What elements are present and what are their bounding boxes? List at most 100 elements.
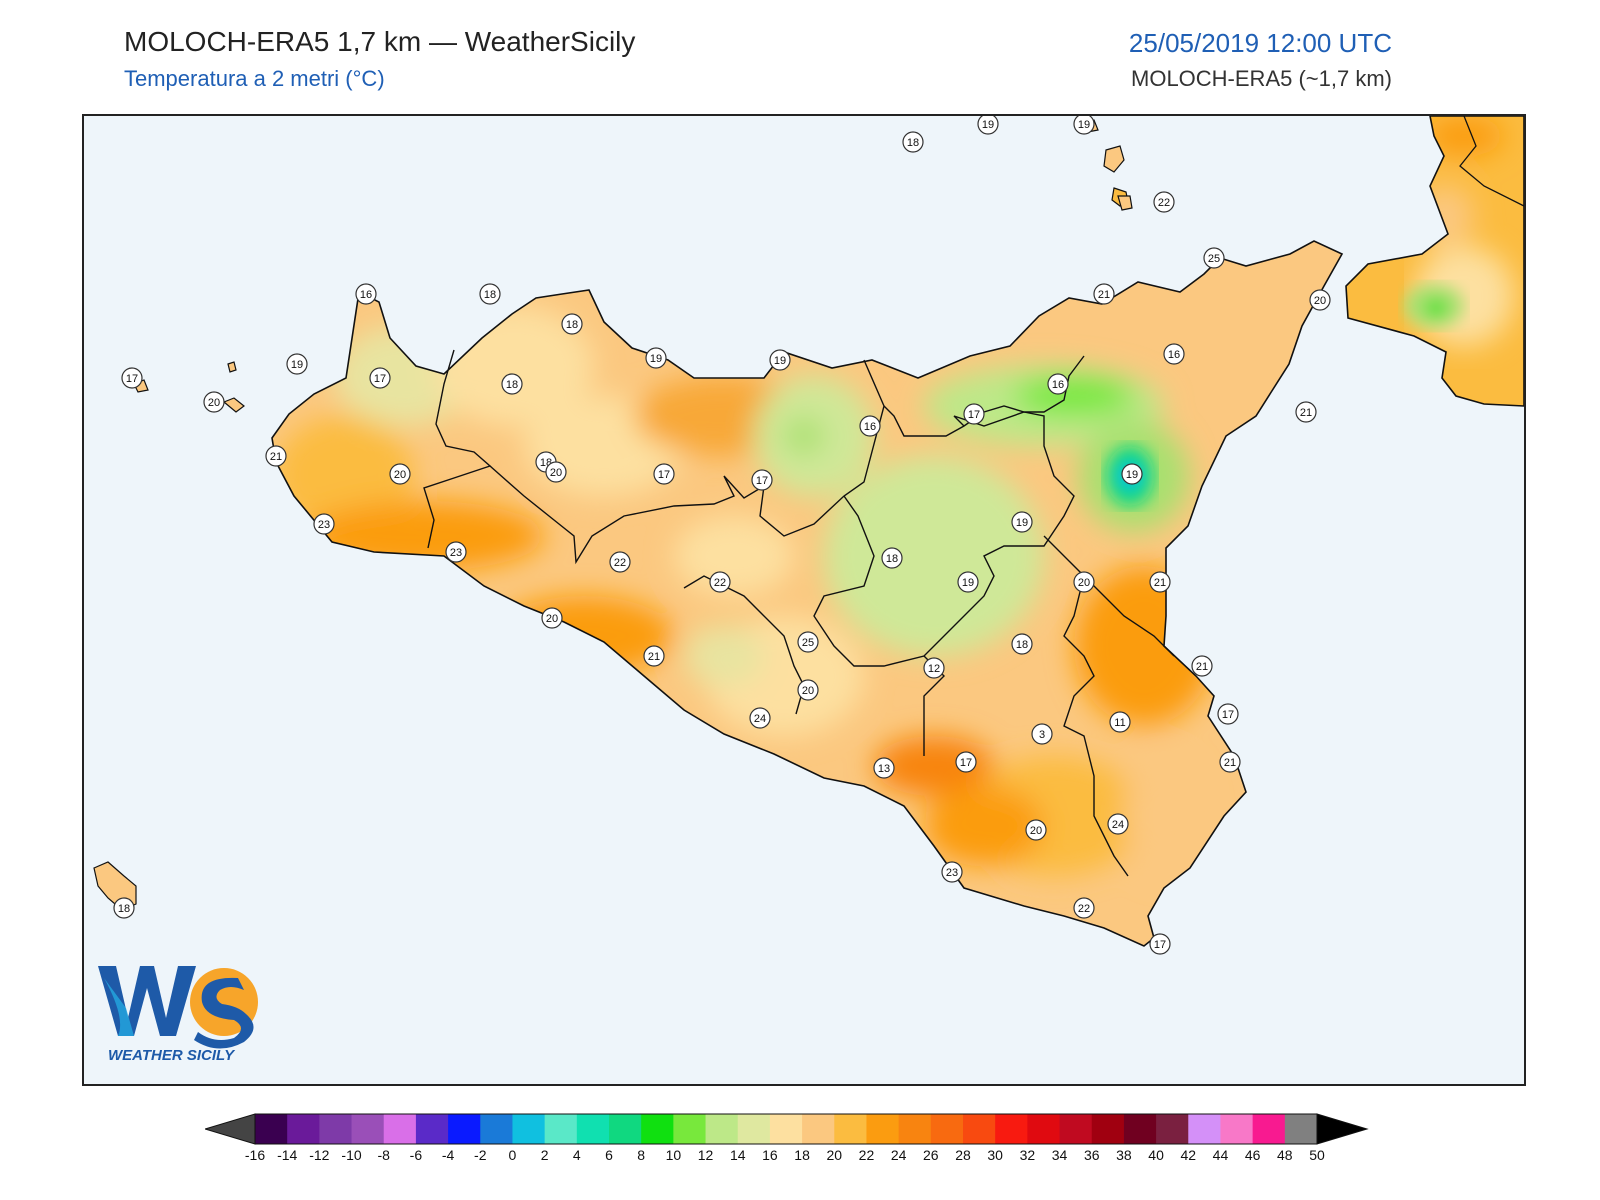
station-temperature-label: 17 [1154,939,1166,951]
station-marker [709,571,731,593]
temperature-colorbar: -16 -14 -12 -10 -8 -6 -4 -2 0 2 4 6 8 10 12 14 16 18 20 22 2… [205,1113,1369,1163]
colorbar-tick-label: 14 [730,1147,746,1163]
station-temperature-label: 17 [960,757,972,769]
station-temperature-label: 22 [614,557,626,569]
colorbar-cell [383,1114,417,1144]
colorbar-cell [737,1114,771,1144]
colorbar-high-extension [1316,1113,1369,1145]
colorbar-tick-label: 24 [891,1147,907,1163]
station-temperature-label: 19 [291,359,303,371]
station-marker [1073,116,1095,135]
colorbar-cell [544,1114,578,1144]
station-marker [1011,511,1033,533]
station-temperature-label: 23 [318,519,330,531]
station-marker [1011,633,1033,655]
colorbar-cell [1252,1114,1286,1144]
station-marker [653,463,675,485]
station-temperature-label: 17 [658,469,670,481]
station-temperature-label: 20 [550,467,562,479]
station-marker [645,347,667,369]
station-temperature-label: 19 [774,355,786,367]
station-temperature-label: 25 [802,637,814,649]
colorbar-cell [705,1114,739,1144]
map-title: MOLOCH-ERA5 1,7 km — WeatherSicily [124,26,636,57]
colorbar-cell [898,1114,932,1144]
station-marker [561,313,583,335]
colorbar-tick-label: -8 [378,1147,391,1163]
colorbar-cell [287,1114,320,1144]
station-temperature-label: 23 [946,867,958,879]
colorbar-tick-label: -16 [245,1147,265,1163]
colorbar-tick-label: 10 [666,1147,682,1163]
station-temperature-label: 11 [1114,717,1125,729]
station-marker [1073,571,1095,593]
colorbar-cell [319,1114,353,1144]
colorbar-tick-label: 50 [1309,1147,1325,1163]
colorbar-cell [415,1114,449,1144]
colorbar-cell [995,1114,1028,1144]
station-marker [265,445,287,467]
station-marker [1149,571,1171,593]
station-temperature-label: 16 [864,421,876,433]
station-marker [313,513,335,535]
station-temperature-label: 18 [118,903,130,915]
colorbar-tick-label: -12 [309,1147,329,1163]
station-marker [1219,751,1241,773]
station-marker [881,547,903,569]
colorbar-tick-label: 4 [573,1147,581,1163]
station-marker [1163,343,1185,365]
station-marker [941,861,963,883]
colorbar-cell [609,1114,642,1144]
station-marker [955,751,977,773]
colorbar-low-extension [205,1113,256,1145]
colorbar-tick-label: -2 [474,1147,487,1163]
station-marker [1149,933,1171,955]
station-marker [1191,655,1213,677]
station-marker [389,463,411,485]
colorbar-tick-label: -4 [442,1147,455,1163]
station-temperature-label: 23 [450,547,462,559]
station-temperature-label: 17 [126,373,138,385]
station-marker [1107,813,1129,835]
station-temperature-label: 18 [506,379,518,391]
station-temperature-label: 20 [208,397,220,409]
colorbar-cell [641,1114,674,1144]
station-temperature-label: 20 [1078,577,1090,589]
station-temperature-label: 20 [802,685,814,697]
station-marker [751,469,773,491]
colorbar-tick-label: 18 [794,1147,810,1163]
station-marker [541,607,563,629]
station-temperature-label: 20 [546,613,558,625]
station-marker [1121,463,1143,485]
station-marker [1217,703,1239,725]
colorbar-cell [802,1114,835,1144]
colorbar-tick-label: 2 [541,1147,549,1163]
station-marker [749,707,771,729]
station-marker [643,645,665,667]
station-temperature-label: 21 [648,651,660,663]
station-marker [1109,711,1131,733]
station-temperature-label: 17 [756,475,768,487]
station-marker [445,541,467,563]
station-marker [121,367,143,389]
colorbar-cell [930,1114,964,1144]
station-marker [1295,401,1317,423]
station-marker [355,283,377,305]
station-temperature-label: 16 [1168,349,1180,361]
colorbar-tick-label: 36 [1084,1147,1100,1163]
colorbar-cell [769,1114,803,1144]
colorbar-cell [1059,1114,1093,1144]
station-temperature-label: 21 [1154,577,1166,589]
station-marker [902,131,924,153]
station-temperature-label: 19 [650,353,662,365]
station-temperature-label: 24 [1112,819,1124,831]
station-temperature-label: 22 [1158,197,1170,209]
station-temperature-label: 16 [360,289,372,301]
station-marker [1203,247,1225,269]
colorbar-tick-label: 34 [1052,1147,1068,1163]
model-name: MOLOCH-ERA5 (~1,7 km) [1131,66,1392,91]
calabria-temperature-field [1346,116,1524,406]
station-temperature-label: 21 [1196,661,1208,673]
colorbar-tick-label: 38 [1116,1147,1132,1163]
colorbar-cell [1123,1114,1157,1144]
